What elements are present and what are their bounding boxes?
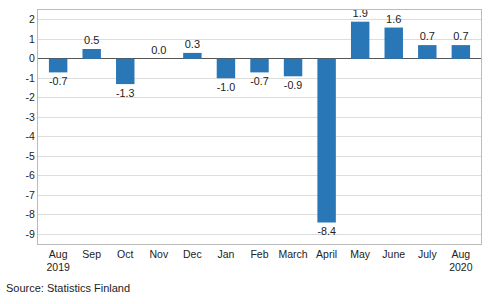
svg-text:May: May: [350, 248, 371, 260]
svg-text:-9: -9: [26, 228, 35, 240]
svg-text:Sep: Sep: [82, 248, 101, 260]
svg-text:-1.0: -1.0: [217, 81, 235, 93]
svg-text:0.5: 0.5: [84, 34, 99, 46]
svg-text:1.9: 1.9: [353, 7, 368, 19]
svg-text:-1.3: -1.3: [116, 87, 134, 99]
svg-text:March: March: [278, 248, 307, 260]
svg-text:0.7: 0.7: [453, 30, 468, 42]
svg-text:Source: Statistics Finland: Source: Statistics Finland: [6, 282, 130, 294]
svg-text:0: 0: [29, 52, 35, 64]
svg-text:Feb: Feb: [250, 248, 268, 260]
svg-text:July: July: [418, 248, 437, 260]
svg-text:-0.7: -0.7: [49, 75, 67, 87]
svg-text:Jan: Jan: [217, 248, 234, 260]
svg-text:-0.9: -0.9: [284, 79, 302, 91]
svg-text:1: 1: [29, 33, 35, 45]
svg-text:Dec: Dec: [183, 248, 202, 260]
svg-text:Aug2020: Aug2020: [449, 248, 473, 274]
svg-text:0.7: 0.7: [420, 30, 435, 42]
svg-text:2: 2: [29, 13, 35, 25]
svg-text:-3: -3: [26, 111, 35, 123]
svg-text:-7: -7: [26, 189, 35, 201]
svg-text:-8.4: -8.4: [317, 225, 335, 237]
svg-text:-0.7: -0.7: [250, 75, 268, 87]
svg-text:0.0: 0.0: [151, 44, 166, 56]
svg-text:1.6: 1.6: [386, 13, 401, 25]
svg-text:-8: -8: [26, 208, 35, 220]
svg-text:-6: -6: [26, 169, 35, 181]
svg-text:-5: -5: [26, 150, 35, 162]
svg-text:-2: -2: [26, 91, 35, 103]
svg-text:-4: -4: [26, 130, 35, 142]
svg-text:June: June: [382, 248, 405, 260]
svg-text:Nov: Nov: [149, 248, 168, 260]
svg-text:Oct: Oct: [117, 248, 133, 260]
svg-text:Aug2019: Aug2019: [46, 248, 70, 274]
svg-text:-1: -1: [26, 72, 35, 84]
svg-text:April: April: [316, 248, 337, 260]
svg-text:0.3: 0.3: [185, 38, 200, 50]
